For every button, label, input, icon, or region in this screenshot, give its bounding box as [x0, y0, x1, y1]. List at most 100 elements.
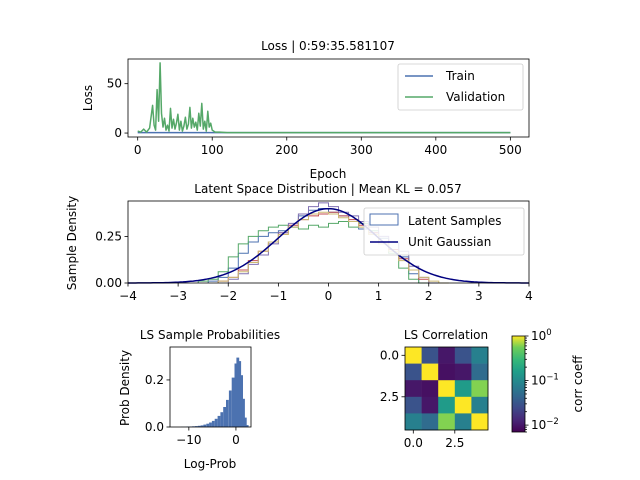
heatmap-cell — [438, 380, 456, 398]
latent-xtick-label: 2 — [425, 289, 433, 303]
heatmap-cell — [405, 380, 422, 398]
logprob-ylabel: Prob Density — [118, 350, 132, 426]
correlation-xtick-label: 0.0 — [404, 436, 423, 450]
logprob-bar — [223, 407, 226, 427]
logprob-bar — [206, 423, 210, 427]
logprob-bar — [245, 425, 249, 427]
latent-legend-samples-swatch — [369, 213, 399, 226]
loss-axes-frame — [127, 58, 530, 138]
loss-xlabel: Epoch — [310, 167, 347, 181]
loss-panel: Loss | 0:59:35.581107 0 100 200 300 400 500 0 5… — [81, 39, 530, 181]
logprob-bar — [195, 426, 198, 427]
heatmap-cell — [438, 396, 456, 414]
logprob-bar — [209, 422, 212, 427]
logprob-xtick-label: −10 — [176, 433, 201, 447]
heatmap-cell — [421, 413, 439, 431]
heatmap-cell — [405, 396, 422, 414]
heatmap-cell — [438, 347, 456, 364]
logprob-xtick-label: 0 — [232, 433, 240, 447]
latent-panel: Latent Space Distribution | Mean KL = 0.… — [65, 182, 533, 303]
loss-line-validation — [137, 62, 511, 134]
latent-xtick-label: 3 — [475, 289, 483, 303]
loss-ytick-label: 0 — [114, 126, 122, 140]
heatmap-cell — [471, 396, 489, 414]
loss-xtick-label: 300 — [350, 143, 373, 157]
loss-ytick-label: 50 — [107, 77, 122, 91]
latent-xtick-label: −3 — [169, 289, 187, 303]
latent-xtick-label: −1 — [270, 289, 288, 303]
colorbar-tick-exponent: 0 — [546, 328, 551, 338]
loss-xtick-label: 500 — [499, 143, 522, 157]
logprob-panel: LS Sample Probabilities −10 0 0.0 0.2 Log-P… — [118, 328, 280, 471]
heatmap-cell — [438, 413, 456, 431]
heatmap-cell — [405, 363, 422, 381]
loss-xtick-label: 400 — [424, 143, 447, 157]
logprob-bar — [197, 425, 201, 427]
correlation-xtick-label: 2.5 — [445, 436, 464, 450]
logprob-plot-area: −10 0 0.0 0.2 — [145, 357, 249, 447]
latent-histogram-4 — [217, 211, 449, 284]
loss-legend-train-label: Train — [445, 69, 475, 83]
heatmap-cell — [421, 380, 439, 398]
logprob-title: LS Sample Probabilities — [140, 328, 280, 342]
latent-legend: Latent Samples Unit Gaussian — [363, 207, 525, 256]
loss-ylabel: Loss — [81, 85, 95, 111]
latent-title: Latent Space Distribution | Mean KL = 0.… — [194, 182, 461, 196]
loss-legend-validation-label: Validation — [446, 90, 505, 104]
logprob-bar — [234, 363, 238, 427]
logprob-xlabel: Log-Prob — [184, 457, 236, 471]
logprob-ytick-label: 0.0 — [145, 420, 164, 434]
heatmap-cell — [405, 347, 422, 364]
heatmap-cell — [438, 363, 456, 381]
heatmap-cell — [454, 413, 472, 431]
correlation-plot-area: 0.0 2.5 0.0 2.5 — [380, 347, 489, 450]
colorbar-tick-exponent: −2 — [546, 417, 559, 427]
logprob-bar — [217, 415, 221, 427]
logprob-bar — [211, 420, 215, 427]
logprob-bar — [243, 417, 247, 427]
latent-xtick-label: −2 — [219, 289, 237, 303]
heatmap-cell — [471, 413, 489, 431]
colorbar-gradient — [511, 335, 526, 433]
heatmap-cell — [471, 380, 489, 398]
logprob-bar — [214, 418, 218, 427]
correlation-axes-frame — [404, 346, 489, 431]
colorbar-tick-exponent: −1 — [546, 373, 559, 383]
logprob-bar — [203, 424, 207, 427]
latent-legend-frame — [363, 207, 525, 256]
logprob-bar — [200, 425, 204, 427]
latent-ytick-label: 0.00 — [95, 276, 122, 290]
logprob-bar — [240, 375, 243, 427]
latent-xtick-label: 0 — [325, 289, 333, 303]
latent-legend-gaussian-label: Unit Gaussian — [408, 235, 491, 249]
correlation-title: LS Correlation — [404, 328, 488, 342]
heatmap-cell — [421, 347, 439, 364]
logprob-bar — [238, 361, 242, 427]
latent-axes-frame — [127, 200, 530, 284]
latent-xtick-label: −4 — [119, 289, 137, 303]
heatmap-cell — [421, 396, 439, 414]
logprob-axes-frame — [169, 346, 252, 428]
latent-legend-samples-label: Latent Samples — [408, 214, 502, 228]
logprob-bar — [231, 377, 235, 427]
heatmap-cell — [454, 347, 472, 364]
loss-xtick-label: 100 — [201, 143, 224, 157]
logprob-bar — [220, 412, 224, 427]
heatmap-cell — [405, 413, 422, 431]
loss-xtick-label: 200 — [275, 143, 298, 157]
logprob-ytick-label: 0.2 — [145, 373, 164, 387]
loss-plot-area: 0 100 200 300 400 500 0 50 — [107, 62, 522, 157]
heatmap-cell — [454, 396, 472, 414]
unit-gaussian-curve — [128, 207, 529, 284]
heatmap-cell — [454, 363, 472, 381]
loss-legend: Train Validation — [397, 63, 524, 111]
logprob-bar — [226, 399, 229, 427]
heatmap-cell — [471, 363, 489, 381]
logprob-bar — [242, 398, 245, 427]
latent-xtick-label: 4 — [525, 289, 533, 303]
heatmap-cell — [454, 380, 472, 398]
latent-ytick-label: 0.25 — [95, 229, 122, 243]
